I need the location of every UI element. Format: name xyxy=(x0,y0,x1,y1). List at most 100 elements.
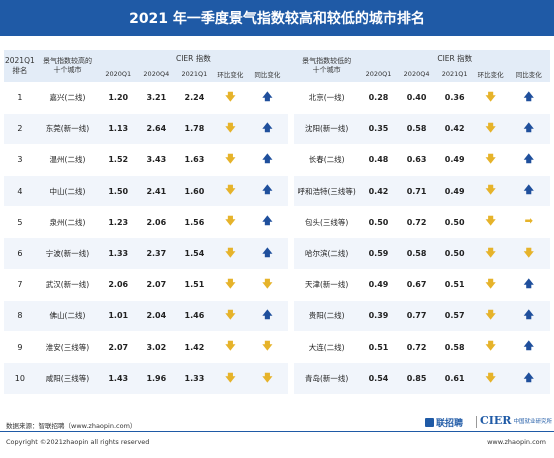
rank-cell: 4 xyxy=(4,175,36,207)
high-2020q1-cell: 1.20 xyxy=(99,81,138,114)
high-yoy-cell: 🡅 xyxy=(247,299,288,332)
column-gap xyxy=(287,50,294,82)
arrow-down-icon: 🡇 xyxy=(262,372,273,384)
high-yoy-header: 同比变化 xyxy=(247,67,288,82)
rank-cell: 10 xyxy=(4,362,36,394)
low-qoq-header: 环比变化 xyxy=(473,67,508,82)
high-2020q4-cell: 2.06 xyxy=(137,206,176,238)
low-yoy-header: 同比变化 xyxy=(507,67,550,82)
low-2021q1-cell: 0.57 xyxy=(435,299,474,332)
rank-cell: 5 xyxy=(4,206,36,238)
high-yoy-cell: 🡅 xyxy=(247,237,288,270)
low-city-header: 景气指数较低的 十个城市 xyxy=(293,50,360,82)
low-qoq-cell: 🡇 xyxy=(473,143,508,176)
high-yoy-cell: 🡅 xyxy=(247,206,288,238)
rank-cell: 2 xyxy=(4,112,36,145)
low-2020q1-cell: 0.51 xyxy=(359,330,398,363)
arrow-up-icon: 🡅 xyxy=(523,278,534,290)
zhaopin-logo-text: 联招聘 xyxy=(436,419,464,429)
high-2020q4-cell: 3.02 xyxy=(137,330,176,363)
high-city-cell: 温州(二线) xyxy=(35,143,100,176)
logo-divider xyxy=(476,416,477,428)
low-2021q1-cell: 0.42 xyxy=(435,112,474,145)
high-city-cell: 武汉(新一线) xyxy=(35,268,100,301)
high-2020q1-cell: 1.43 xyxy=(99,362,138,394)
high-qoq-cell: 🡇 xyxy=(213,362,248,394)
arrow-down-icon: 🡇 xyxy=(485,309,496,321)
high-yoy-cell: 🡅 xyxy=(247,143,288,176)
column-gap xyxy=(287,81,294,114)
arrow-down-icon: 🡇 xyxy=(523,247,534,259)
high-yoy-cell: 🡅 xyxy=(247,175,288,207)
high-qoq-cell: 🡇 xyxy=(213,81,248,114)
column-gap xyxy=(287,112,294,145)
low-yoy-cell: 🡅 xyxy=(507,299,550,332)
high-2021q1-cell: 1.33 xyxy=(175,362,214,394)
low-2020q4-cell: 0.71 xyxy=(397,175,436,207)
high-city-cell: 泉州(二线) xyxy=(35,206,100,238)
low-2020q4-cell: 0.58 xyxy=(397,237,436,270)
high-qoq-cell: 🡇 xyxy=(213,299,248,332)
low-city-cell: 哈尔滨(二线) xyxy=(293,237,360,270)
high-city-cell: 中山(二线) xyxy=(35,175,100,207)
low-qoq-cell: 🡇 xyxy=(473,330,508,363)
arrow-down-icon: 🡇 xyxy=(485,122,496,134)
table-row: 2 东莞(新一线) 1.13 2.64 1.78 🡇 🡅 沈阳(新一线) 0.35 0.58 0.4… xyxy=(4,112,550,145)
arrow-up-icon: 🡅 xyxy=(523,309,534,321)
low-2020q4-cell: 0.72 xyxy=(397,330,436,363)
low-2020q4-cell: 0.58 xyxy=(397,112,436,145)
arrow-up-icon: 🡅 xyxy=(523,122,534,134)
arrow-down-icon: 🡇 xyxy=(262,278,273,290)
low-qoq-cell: 🡇 xyxy=(473,268,508,301)
low-yoy-cell: 🡅 xyxy=(507,175,550,207)
low-yoy-cell: 🡅 xyxy=(507,143,550,176)
column-gap xyxy=(287,299,294,332)
low-2020q4-cell: 0.77 xyxy=(397,299,436,332)
high-2020q1-cell: 1.13 xyxy=(99,112,138,145)
high-city-cell: 咸阳(三线等) xyxy=(35,362,100,394)
cier-logo: CIER 中国就业研究所 xyxy=(480,414,552,427)
low-yoy-cell: 🡅 xyxy=(507,330,550,363)
low-qoq-cell: 🡇 xyxy=(473,362,508,394)
low-2021q1-header: 2021Q1 xyxy=(435,67,474,82)
low-yoy-cell: 🡅 xyxy=(507,112,550,145)
high-qoq-cell: 🡇 xyxy=(213,268,248,301)
column-gap xyxy=(287,362,294,394)
low-2021q1-cell: 0.50 xyxy=(435,206,474,238)
low-yoy-cell: 🡅 xyxy=(507,81,550,114)
arrow-down-icon: 🡇 xyxy=(485,185,496,197)
low-yoy-cell: 🡇 xyxy=(507,237,550,270)
low-2020q1-cell: 0.54 xyxy=(359,362,398,394)
low-2021q1-cell: 0.50 xyxy=(435,237,474,270)
low-qoq-cell: 🡇 xyxy=(473,237,508,270)
arrow-up-icon: 🡅 xyxy=(262,153,273,165)
high-qoq-cell: 🡇 xyxy=(213,330,248,363)
high-2021q1-cell: 1.78 xyxy=(175,112,214,145)
high-qoq-header: 环比变化 xyxy=(213,67,248,82)
low-2020q1-cell: 0.28 xyxy=(359,81,398,114)
arrow-up-icon: 🡅 xyxy=(523,91,534,103)
high-2021q1-cell: 1.54 xyxy=(175,237,214,270)
high-2020q4-cell: 3.21 xyxy=(137,81,176,114)
low-cier-header: CIER 指数 xyxy=(359,50,550,67)
low-2020q1-cell: 0.35 xyxy=(359,112,398,145)
high-2020q1-cell: 1.50 xyxy=(99,175,138,207)
table-row: 3 温州(二线) 1.52 3.43 1.63 🡇 🡅 长春(二线) 0.48 0.63 0.49 🡇… xyxy=(4,143,550,176)
high-city-cell: 宁波(新一线) xyxy=(35,237,100,270)
low-city-cell: 大连(二线) xyxy=(293,330,360,363)
high-qoq-cell: 🡇 xyxy=(213,206,248,238)
low-2020q4-cell: 0.40 xyxy=(397,81,436,114)
rank-cell: 3 xyxy=(4,143,36,176)
low-2020q1-cell: 0.42 xyxy=(359,175,398,207)
high-2020q4-cell: 2.07 xyxy=(137,268,176,301)
arrow-up-icon: 🡅 xyxy=(262,309,273,321)
low-2021q1-cell: 0.61 xyxy=(435,362,474,394)
data-source-note: 数据来源：智联招聘（www.zhaopin.com） xyxy=(6,422,137,430)
low-2021q1-cell: 0.49 xyxy=(435,175,474,207)
low-2020q4-cell: 0.63 xyxy=(397,143,436,176)
low-2020q1-cell: 0.39 xyxy=(359,299,398,332)
low-city-cell: 贵阳(二线) xyxy=(293,299,360,332)
arrow-down-icon: 🡇 xyxy=(485,247,496,259)
high-2021q1-cell: 1.63 xyxy=(175,143,214,176)
rank-cell: 1 xyxy=(4,81,36,114)
